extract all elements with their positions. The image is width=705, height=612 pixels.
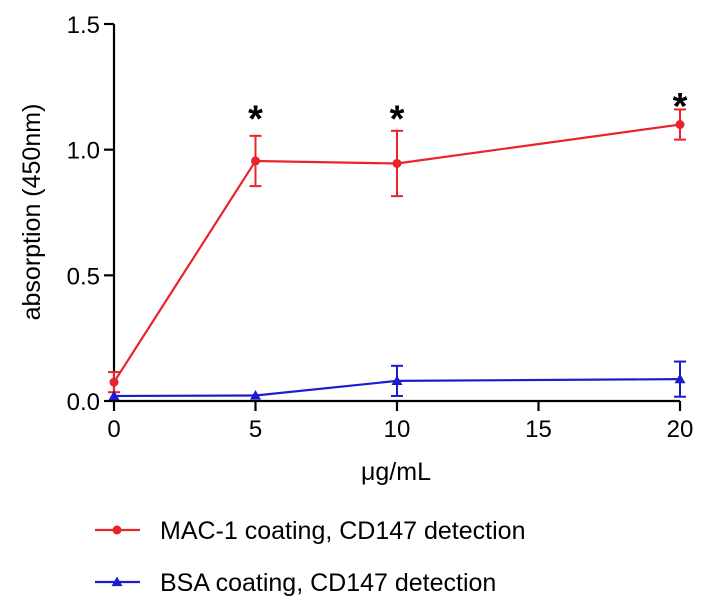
legend-marker (111, 576, 123, 587)
x-tick-label: 5 (249, 416, 262, 443)
y-tick-label: 1.5 (67, 12, 100, 39)
data-point (250, 389, 261, 400)
series-layer (108, 108, 686, 401)
significance-star: * (673, 86, 688, 128)
x-tick-label: 20 (667, 416, 694, 443)
y-axis-title: absorption (450nm) (18, 104, 46, 321)
data-point (108, 390, 120, 401)
y-tick-label: 1.0 (67, 138, 100, 165)
x-axis-title: μg/mL (361, 458, 431, 486)
data-point (109, 377, 119, 387)
legend-label: MAC-1 coating, CD147 detection (160, 517, 525, 545)
data-point (675, 120, 685, 130)
significance-star: * (248, 99, 263, 141)
x-tick-label: 15 (525, 416, 552, 443)
x-tick-label: 0 (107, 416, 120, 443)
annotation-layer: * * * (248, 86, 688, 141)
data-point (251, 156, 260, 166)
series-line (113, 378, 681, 398)
data-point (674, 373, 686, 384)
legend-item-0: MAC-1 coating, CD147 detection (95, 517, 525, 545)
x-tick-label: 10 (384, 416, 411, 443)
significance-star: * (390, 99, 405, 141)
legend: MAC-1 coating, CD147 detection BSA coatin… (95, 517, 525, 597)
legend-marker (112, 525, 122, 535)
data-point (392, 158, 402, 168)
legend-item-1: BSA coating, CD147 detection (95, 569, 496, 597)
axes: 0.0 0.5 1.0 1.5 0 5 10 15 20 (67, 12, 694, 443)
series-0 (108, 108, 686, 394)
y-tick-label: 0.5 (67, 263, 100, 290)
series-line (113, 123, 681, 383)
legend-label: BSA coating, CD147 detection (160, 569, 496, 597)
series-1 (108, 360, 686, 401)
y-tick-label: 0.0 (67, 389, 100, 416)
data-point (391, 375, 403, 386)
